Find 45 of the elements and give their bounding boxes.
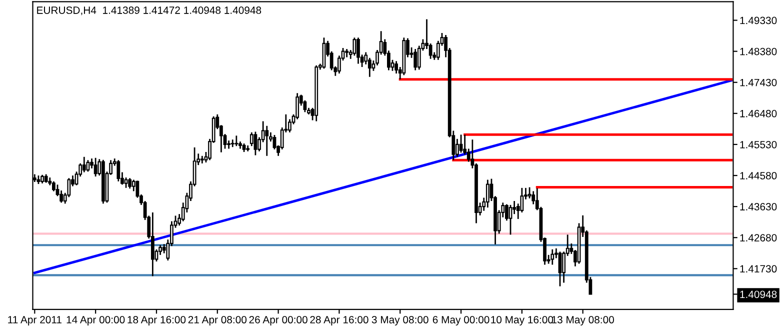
y-tick-label: 1.44580 [740, 172, 777, 180]
x-tick-label: 28 Apr 16:00 [310, 316, 368, 326]
y-tick-label: 1.46480 [740, 110, 777, 118]
y-tick-label: 1.45530 [740, 140, 777, 148]
candlestick [512, 200, 516, 215]
y-tick-label: 1.48380 [740, 48, 777, 56]
x-tick-label: 21 Apr 08:00 [188, 316, 247, 326]
x-tick-label: 13 May 08:00 [552, 316, 614, 326]
x-tick-label: 18 Apr 16:00 [128, 316, 186, 326]
candlestick [254, 131, 258, 156]
x-tick-label: 6 May 00:00 [432, 316, 490, 326]
candlestick [486, 179, 490, 208]
x-tick-label: 10 May 16:00 [491, 316, 554, 326]
candlestick [116, 159, 120, 182]
candlestick [94, 157, 98, 178]
candlestick [265, 125, 269, 157]
candlestick [356, 36, 360, 64]
candlestick [456, 138, 459, 158]
candlestick [414, 48, 418, 71]
candlestick [234, 134, 238, 147]
candlestick [250, 132, 254, 147]
candlestick [52, 180, 56, 192]
candlestick [150, 212, 154, 277]
chart-title: EURUSD,H4 1.41389 1.41472 1.40948 1.40948 [37, 6, 262, 16]
x-tick-label: 11 Apr 2011 [8, 316, 62, 326]
y-tick-label: 1.40948 [740, 290, 777, 298]
candlestick [296, 92, 300, 120]
y-tick-label: 1.47430 [740, 78, 777, 86]
candlestick [124, 176, 128, 189]
candlestick [508, 204, 512, 236]
candlestick [128, 177, 132, 190]
candlestick [459, 134, 463, 154]
candlestick [352, 36, 356, 56]
candlestick [86, 159, 90, 172]
x-tick-label: 26 Apr 00:00 [249, 316, 308, 326]
y-tick-label: 1.49330 [740, 16, 777, 24]
y-tick-label: 1.43630 [740, 203, 777, 210]
y-tick-label: 1.42680 [740, 234, 777, 242]
x-tick-label: 14 Apr 00:00 [66, 316, 125, 326]
x-tick-label: 3 May 08:00 [372, 316, 428, 326]
candlestick [82, 156, 86, 173]
candlestick [558, 250, 562, 287]
candlestick [550, 248, 554, 266]
candlestick [288, 118, 292, 134]
y-tick-label: 1.41730 [740, 265, 777, 273]
